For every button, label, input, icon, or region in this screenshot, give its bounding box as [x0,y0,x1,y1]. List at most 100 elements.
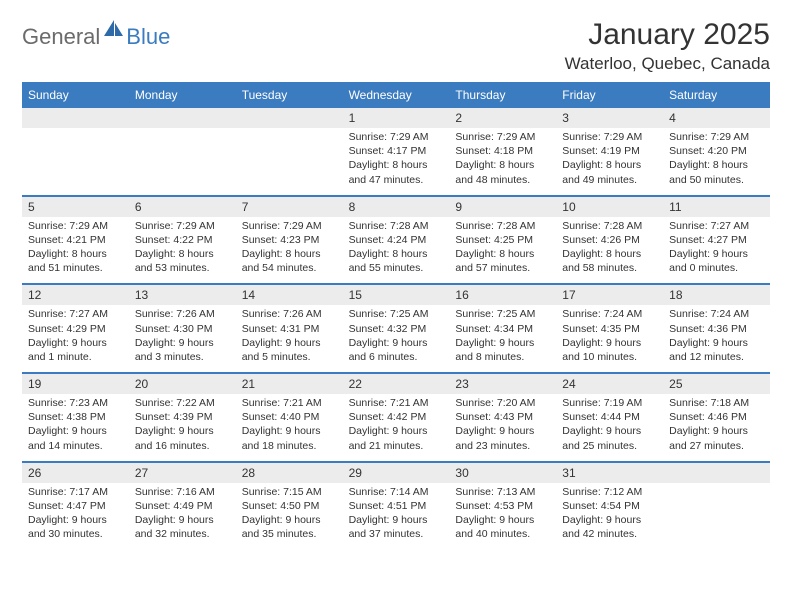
daynum-row: 1234 [22,108,770,128]
day-dl1: Daylight: 9 hours [242,424,337,438]
day-sr: Sunrise: 7:21 AM [349,396,444,410]
day-number [236,108,343,128]
day-ss: Sunset: 4:19 PM [562,144,657,158]
day-dl2: and 48 minutes. [455,173,550,187]
day-dl2: and 1 minute. [28,350,123,364]
logo-text-general: General [22,24,100,50]
day-detail: Sunrise: 7:29 AMSunset: 4:19 PMDaylight:… [556,128,663,195]
day-sr: Sunrise: 7:28 AM [455,219,550,233]
day-sr: Sunrise: 7:24 AM [562,307,657,321]
day-number: 23 [449,374,556,394]
day-dl1: Daylight: 9 hours [349,424,444,438]
day-number [129,108,236,128]
day-ss: Sunset: 4:50 PM [242,499,337,513]
day-dl1: Daylight: 8 hours [562,158,657,172]
day-dl2: and 47 minutes. [349,173,444,187]
day-dl2: and 37 minutes. [349,527,444,541]
day-number: 20 [129,374,236,394]
day-dl2: and 42 minutes. [562,527,657,541]
day-detail: Sunrise: 7:25 AMSunset: 4:32 PMDaylight:… [343,305,450,372]
day-ss: Sunset: 4:46 PM [669,410,764,424]
day-sr: Sunrise: 7:26 AM [242,307,337,321]
day-number: 13 [129,285,236,305]
day-detail: Sunrise: 7:21 AMSunset: 4:40 PMDaylight:… [236,394,343,461]
day-detail: Sunrise: 7:29 AMSunset: 4:18 PMDaylight:… [449,128,556,195]
day-detail [663,483,770,550]
day-dl1: Daylight: 9 hours [135,336,230,350]
day-dl1: Daylight: 8 hours [349,158,444,172]
day-detail: Sunrise: 7:28 AMSunset: 4:25 PMDaylight:… [449,217,556,284]
day-detail: Sunrise: 7:26 AMSunset: 4:31 PMDaylight:… [236,305,343,372]
day-number: 11 [663,197,770,217]
day-number: 22 [343,374,450,394]
day-dl1: Daylight: 8 hours [455,247,550,261]
day-sr: Sunrise: 7:17 AM [28,485,123,499]
day-header-thu: Thursday [449,84,556,106]
day-number: 18 [663,285,770,305]
detail-row: Sunrise: 7:27 AMSunset: 4:29 PMDaylight:… [22,305,770,372]
logo-text-blue: Blue [126,24,170,50]
day-dl1: Daylight: 9 hours [455,424,550,438]
day-number: 12 [22,285,129,305]
day-dl2: and 16 minutes. [135,439,230,453]
day-detail: Sunrise: 7:16 AMSunset: 4:49 PMDaylight:… [129,483,236,550]
day-dl1: Daylight: 9 hours [242,336,337,350]
day-sr: Sunrise: 7:29 AM [135,219,230,233]
day-number: 14 [236,285,343,305]
day-detail: Sunrise: 7:29 AMSunset: 4:20 PMDaylight:… [663,128,770,195]
day-dl1: Daylight: 8 hours [242,247,337,261]
day-dl2: and 23 minutes. [455,439,550,453]
day-ss: Sunset: 4:17 PM [349,144,444,158]
day-detail: Sunrise: 7:20 AMSunset: 4:43 PMDaylight:… [449,394,556,461]
day-dl1: Daylight: 9 hours [28,513,123,527]
header: General Blue January 2025 Waterloo, Queb… [22,18,770,74]
day-dl2: and 21 minutes. [349,439,444,453]
day-detail: Sunrise: 7:18 AMSunset: 4:46 PMDaylight:… [663,394,770,461]
day-number: 24 [556,374,663,394]
day-sr: Sunrise: 7:21 AM [242,396,337,410]
day-detail [129,128,236,195]
day-detail: Sunrise: 7:13 AMSunset: 4:53 PMDaylight:… [449,483,556,550]
week-row: 567891011Sunrise: 7:29 AMSunset: 4:21 PM… [22,195,770,284]
day-ss: Sunset: 4:22 PM [135,233,230,247]
day-ss: Sunset: 4:32 PM [349,322,444,336]
day-dl2: and 18 minutes. [242,439,337,453]
day-dl1: Daylight: 9 hours [669,336,764,350]
day-detail: Sunrise: 7:26 AMSunset: 4:30 PMDaylight:… [129,305,236,372]
day-number: 16 [449,285,556,305]
day-sr: Sunrise: 7:19 AM [562,396,657,410]
day-detail [236,128,343,195]
day-detail: Sunrise: 7:22 AMSunset: 4:39 PMDaylight:… [129,394,236,461]
day-sr: Sunrise: 7:29 AM [455,130,550,144]
day-sr: Sunrise: 7:28 AM [562,219,657,233]
day-header-mon: Monday [129,84,236,106]
day-sr: Sunrise: 7:27 AM [669,219,764,233]
day-dl2: and 8 minutes. [455,350,550,364]
day-dl1: Daylight: 9 hours [242,513,337,527]
day-number: 6 [129,197,236,217]
day-number: 26 [22,463,129,483]
day-dl1: Daylight: 8 hours [562,247,657,261]
day-number: 9 [449,197,556,217]
day-detail: Sunrise: 7:15 AMSunset: 4:50 PMDaylight:… [236,483,343,550]
day-ss: Sunset: 4:47 PM [28,499,123,513]
day-detail: Sunrise: 7:23 AMSunset: 4:38 PMDaylight:… [22,394,129,461]
detail-row: Sunrise: 7:29 AMSunset: 4:21 PMDaylight:… [22,217,770,284]
day-detail: Sunrise: 7:29 AMSunset: 4:17 PMDaylight:… [343,128,450,195]
day-detail: Sunrise: 7:24 AMSunset: 4:36 PMDaylight:… [663,305,770,372]
day-number: 29 [343,463,450,483]
day-ss: Sunset: 4:30 PM [135,322,230,336]
day-number: 21 [236,374,343,394]
day-detail: Sunrise: 7:17 AMSunset: 4:47 PMDaylight:… [22,483,129,550]
detail-row: Sunrise: 7:17 AMSunset: 4:47 PMDaylight:… [22,483,770,550]
day-number: 27 [129,463,236,483]
day-sr: Sunrise: 7:20 AM [455,396,550,410]
day-number: 31 [556,463,663,483]
day-dl2: and 32 minutes. [135,527,230,541]
day-sr: Sunrise: 7:23 AM [28,396,123,410]
day-number: 17 [556,285,663,305]
day-number: 28 [236,463,343,483]
day-ss: Sunset: 4:29 PM [28,322,123,336]
day-dl2: and 55 minutes. [349,261,444,275]
day-sr: Sunrise: 7:13 AM [455,485,550,499]
